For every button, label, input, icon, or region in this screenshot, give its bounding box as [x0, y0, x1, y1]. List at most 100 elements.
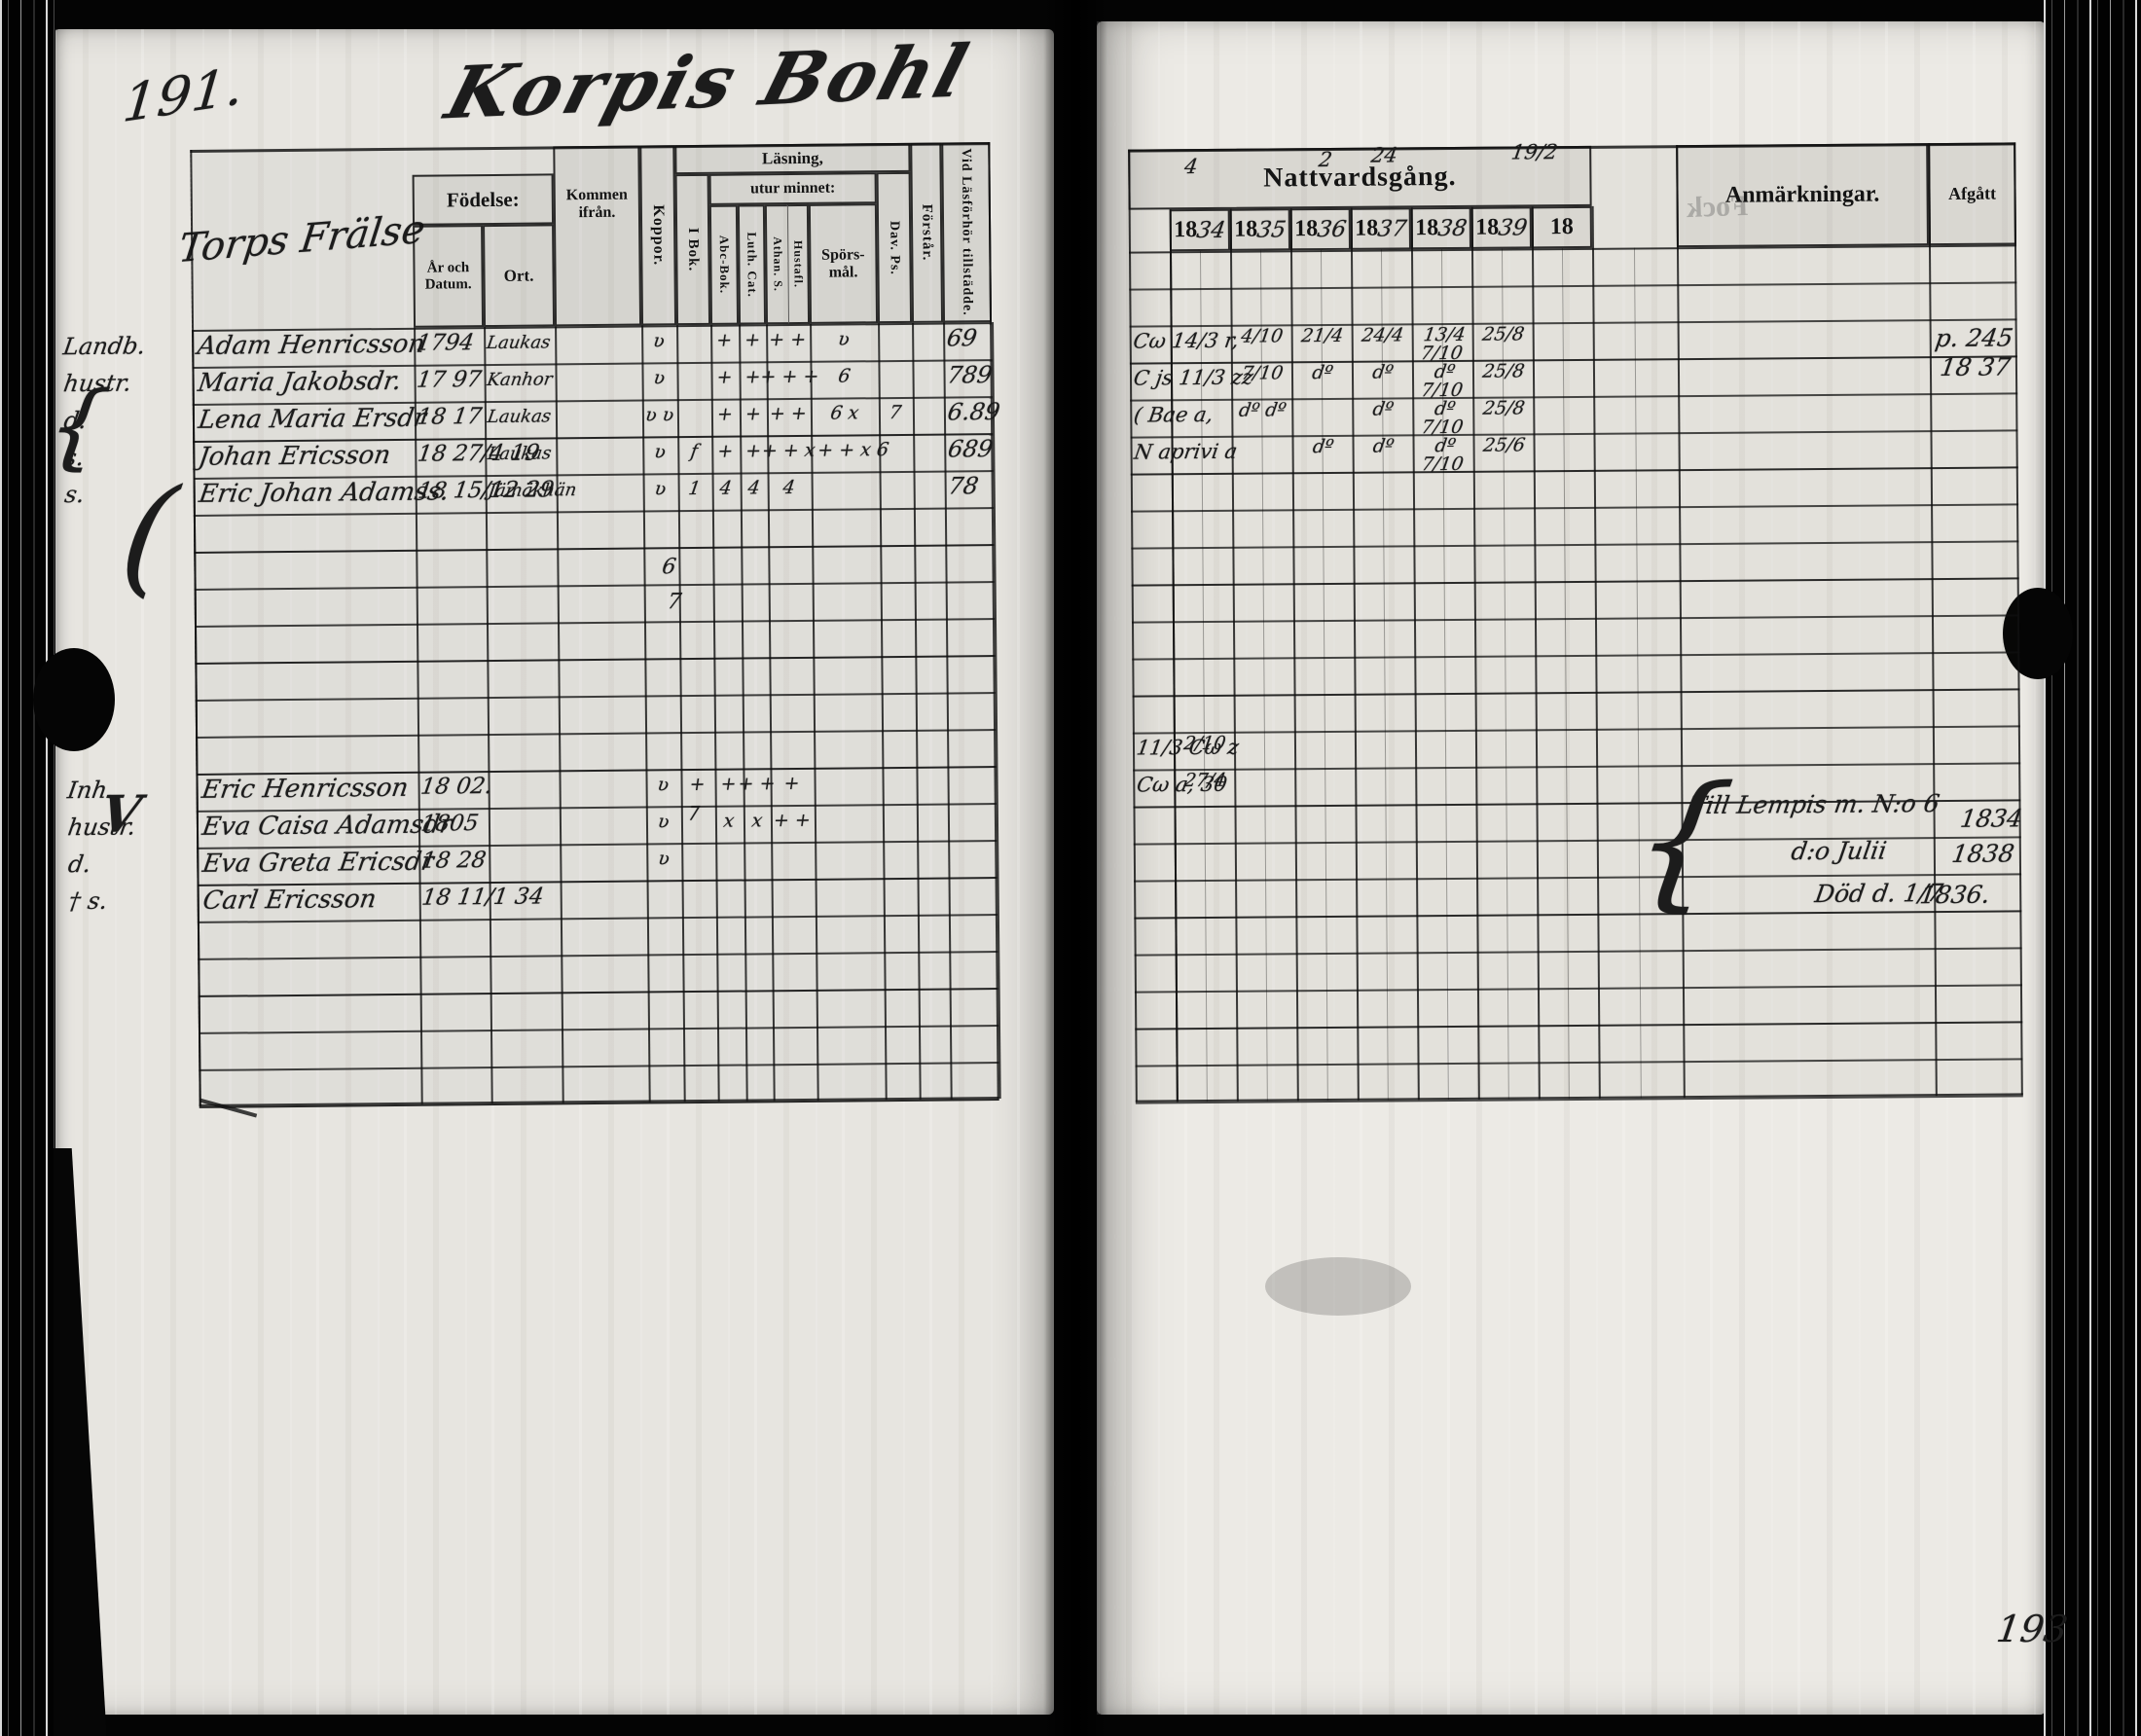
year-script: 35 — [1255, 216, 1288, 243]
grid-line — [1134, 947, 2022, 957]
col-header-kommen-ifran: Kommen ifrån. — [553, 145, 642, 327]
birth-place: Laukas — [485, 332, 552, 354]
communion-date: dº 7/10 — [1419, 360, 1465, 402]
grid-line — [1130, 429, 2018, 439]
margin-status-label: † s. — [66, 886, 110, 916]
communion-row-note: Cω 14/3 r, — [1131, 328, 1241, 353]
grid-line — [1132, 688, 2020, 698]
year-script: 38 — [1436, 215, 1470, 241]
remark-note-year: 1838 — [1949, 839, 2016, 868]
grid-line — [1134, 910, 2022, 920]
year-scribble: 24 — [1369, 143, 1399, 167]
communion-date: dº 7/10 — [1420, 434, 1466, 476]
person-name: Lena Maria Ersdr — [196, 403, 428, 435]
margin-status-label: Landb. — [61, 332, 148, 361]
film-edge-left — [0, 0, 55, 1736]
grid-line — [1131, 577, 2019, 587]
year-printed: 18 — [1294, 216, 1319, 242]
communion-date: dº — [1311, 435, 1335, 458]
grid-line — [1591, 205, 1601, 1099]
grid-line — [194, 544, 995, 554]
grid-line — [1676, 145, 1686, 1099]
attendance-number: 689 — [946, 435, 996, 463]
col-header-athan-symb: Athan. S. — [764, 204, 789, 325]
communion-date: dº 7/10 — [1419, 397, 1465, 439]
communion-date: 25/8 — [1481, 360, 1527, 382]
communion-date: 25/8 — [1481, 397, 1527, 419]
grid-line — [1132, 725, 2020, 735]
col-header-abc-bok: Abc-Bok. — [708, 204, 740, 325]
communion-date: 21/4 — [1299, 324, 1345, 347]
person-name: Eric Johan Adamss. — [197, 477, 452, 509]
grid-line — [912, 322, 922, 1100]
year-header-1835: 18 35 — [1229, 208, 1290, 251]
reading-mark: + + — [772, 809, 813, 832]
col-header-utur-minnet: utur minnet: — [708, 172, 877, 205]
grid-line — [196, 729, 997, 739]
birth-year: 18 17 — [416, 404, 484, 430]
person-name: Eva Caisa Adamsdr — [200, 810, 454, 842]
reading-mark: + — [781, 772, 802, 795]
reading-mark: 4 — [780, 477, 797, 499]
col-header-ort: Ort. — [483, 224, 556, 328]
year-header-18xx: 18 — [1531, 205, 1592, 249]
communion-row-note: ( Bae a, — [1132, 402, 1216, 427]
grid-line — [198, 951, 998, 960]
attendance-number: 789 — [945, 361, 995, 389]
year-printed: 18 — [1174, 217, 1198, 243]
reading-mark: ʋ — [656, 811, 671, 833]
grid-line — [1135, 1058, 2023, 1067]
grid-line — [199, 1025, 998, 1034]
col-header-sporsmal: Spörs-mål. — [808, 203, 879, 324]
margin-status-label: d. — [66, 850, 93, 879]
grid-line — [1135, 1021, 2023, 1031]
birth-year: 18 02. — [418, 773, 494, 800]
communion-date: dº — [1310, 361, 1335, 384]
birth-year: 18 28 — [419, 848, 489, 874]
year-scribble: 19/2 — [1509, 140, 1560, 164]
grid-line — [1131, 540, 2019, 550]
col-header-hustafl: Hustafl. — [786, 203, 811, 325]
year-printed: 18 — [1415, 215, 1439, 241]
grid-line — [1561, 248, 1570, 1100]
year-script: 39 — [1497, 214, 1530, 241]
col-header-afgatt: Afgått — [1928, 142, 2016, 246]
col-header-vid-lasforhor: Vid Läsförhör tillstädde. — [941, 142, 993, 323]
margin-status-label: s. — [62, 481, 87, 509]
communion-date: dº — [1370, 361, 1396, 383]
year-header-1836: 18 36 — [1289, 207, 1351, 251]
attendance-number: 6.89 — [945, 397, 1002, 426]
reading-mark: + + — [768, 402, 809, 425]
grid-line — [194, 618, 995, 628]
person-name: Adam Henricsson — [196, 329, 427, 361]
year-header-1834: 18 34 — [1169, 208, 1230, 252]
household-group-title: Torps Frälse — [175, 206, 428, 271]
departed-entry: 18 37 — [1938, 352, 2013, 382]
grid-line — [1133, 762, 2021, 772]
person-name: Eric Henricsson — [200, 773, 411, 805]
col-header-luth-cat: Luth. Cat. — [737, 204, 767, 325]
reading-mark: ʋ ʋ — [643, 404, 676, 426]
col-header-anmarkningar: Anmärkningar. — [1676, 143, 1929, 248]
communion-date: 13/4 7/10 — [1419, 323, 1468, 365]
year-printed: 18 — [1355, 215, 1379, 241]
reading-mark: ʋ — [651, 330, 667, 352]
year-printed: 18 — [1234, 216, 1258, 242]
grid-line — [1928, 143, 1938, 1097]
person-name: Maria Jakobsdr. — [196, 366, 404, 398]
grid-line — [198, 988, 998, 997]
thumb-notch-left — [33, 648, 115, 751]
birth-place: Laukas — [486, 406, 553, 428]
communion-date: 2/10 — [1182, 732, 1228, 755]
reading-mark: ʋ — [836, 328, 852, 350]
year-header-1837: 18 37 — [1350, 207, 1411, 250]
reading-mark: + + x 6 — [816, 439, 890, 461]
grid-line — [195, 655, 996, 665]
attendance-number: 69 — [945, 324, 979, 352]
year-header-1838: 18 38 — [1410, 206, 1471, 250]
communion-date: 4/10 — [1239, 325, 1285, 347]
communion-row-note: N aprivi a — [1132, 439, 1239, 464]
left-page — [54, 29, 1054, 1715]
communion-date: 24/4 — [1360, 324, 1405, 346]
